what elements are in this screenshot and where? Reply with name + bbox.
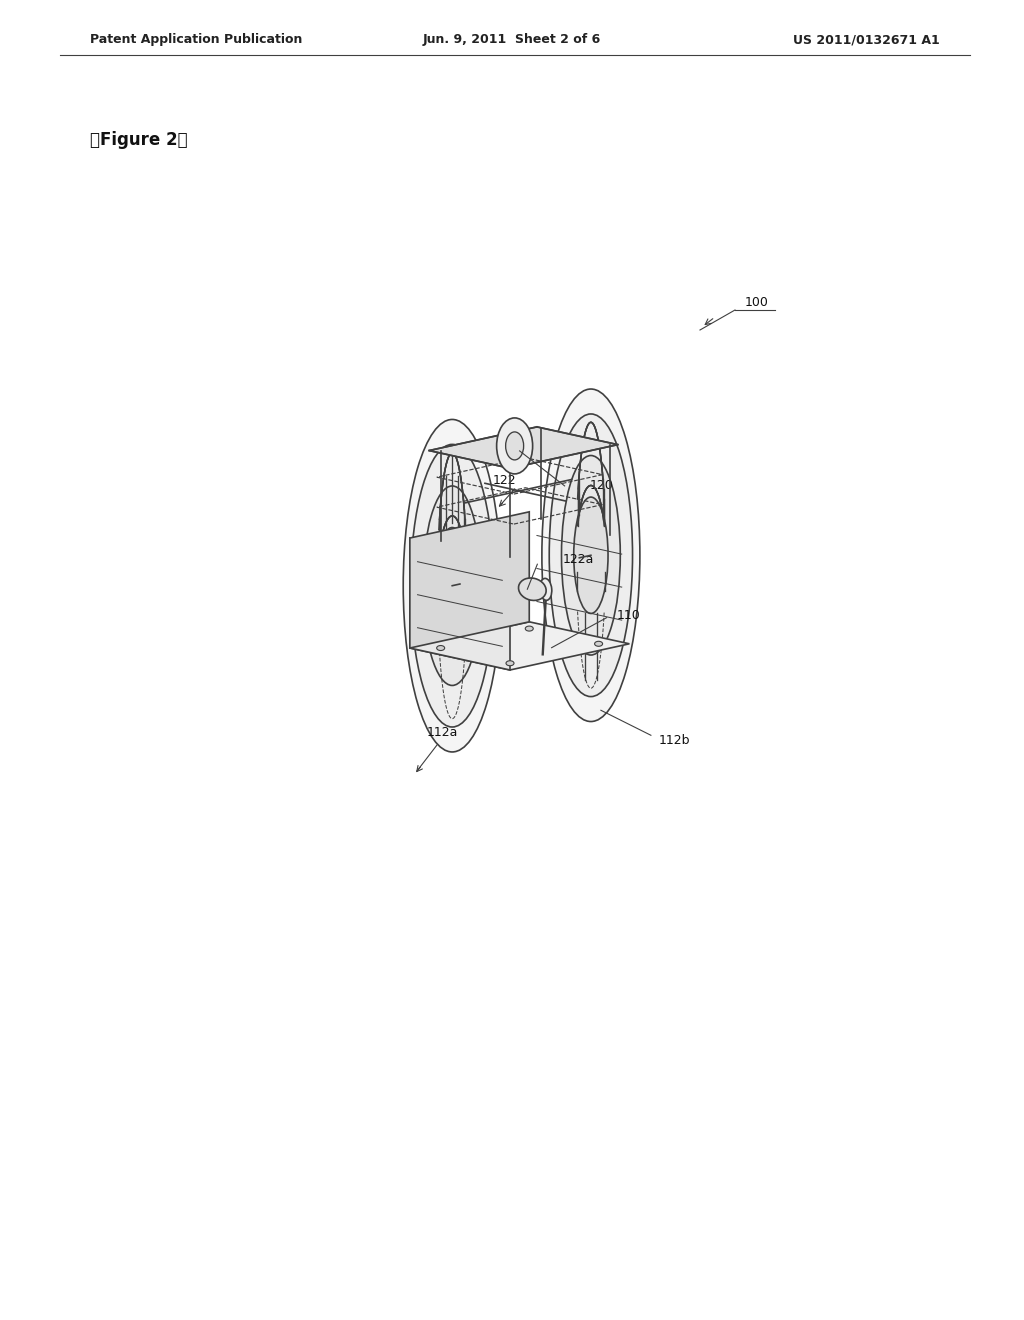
- Polygon shape: [410, 539, 510, 671]
- Ellipse shape: [518, 578, 546, 601]
- Text: Jun. 9, 2011  Sheet 2 of 6: Jun. 9, 2011 Sheet 2 of 6: [423, 33, 601, 46]
- Ellipse shape: [540, 578, 552, 601]
- Ellipse shape: [573, 498, 608, 614]
- Ellipse shape: [436, 645, 444, 651]
- Ellipse shape: [525, 626, 534, 631]
- Text: 120: 120: [590, 479, 613, 492]
- Polygon shape: [410, 622, 630, 671]
- Ellipse shape: [506, 432, 523, 459]
- Text: 122: 122: [493, 474, 516, 487]
- Ellipse shape: [497, 418, 532, 474]
- Ellipse shape: [403, 420, 501, 752]
- Polygon shape: [429, 426, 617, 469]
- Ellipse shape: [595, 642, 602, 647]
- Ellipse shape: [411, 445, 494, 727]
- Ellipse shape: [423, 486, 481, 685]
- Ellipse shape: [435, 528, 469, 644]
- Text: 【Figure 2】: 【Figure 2】: [90, 131, 187, 149]
- Ellipse shape: [542, 389, 640, 722]
- Text: 112a: 112a: [427, 726, 458, 739]
- Polygon shape: [410, 512, 529, 648]
- Text: 112b: 112b: [658, 734, 690, 747]
- Text: 110: 110: [616, 610, 640, 622]
- Ellipse shape: [506, 661, 514, 665]
- Text: 100: 100: [745, 297, 769, 309]
- Text: US 2011/0132671 A1: US 2011/0132671 A1: [794, 33, 940, 46]
- Text: 122a: 122a: [562, 553, 594, 566]
- Text: Patent Application Publication: Patent Application Publication: [90, 33, 302, 46]
- Ellipse shape: [561, 455, 621, 655]
- Ellipse shape: [549, 414, 633, 697]
